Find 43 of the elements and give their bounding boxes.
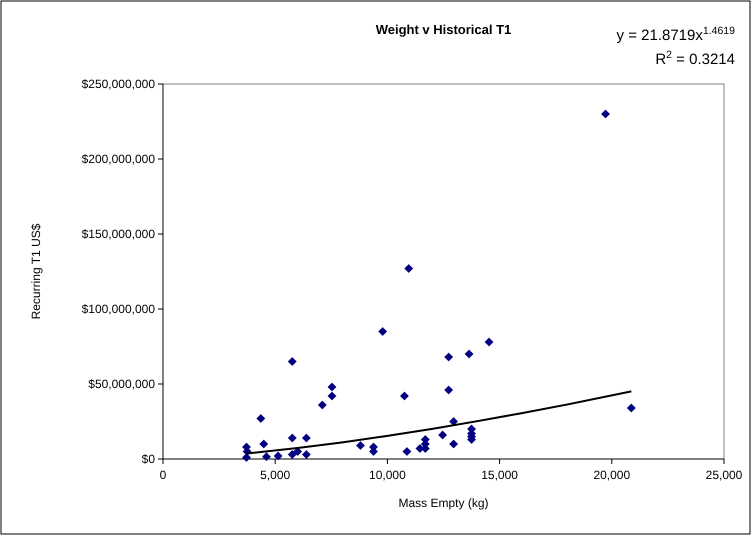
point	[274, 452, 283, 460]
point	[318, 400, 327, 410]
y-tick-label: $50,000,000	[88, 377, 156, 391]
text: R$^{2}$ = 0.3214	[655, 49, 735, 68]
y-tick-label: $100,000,000	[82, 302, 156, 316]
point	[288, 434, 297, 442]
point	[626, 404, 636, 412]
point	[438, 430, 448, 440]
point	[328, 392, 336, 400]
point	[378, 327, 388, 336]
point	[328, 382, 336, 392]
x-tick-label: 0	[160, 468, 167, 482]
point	[256, 414, 266, 423]
point	[404, 264, 414, 273]
point	[400, 392, 409, 400]
point	[302, 450, 311, 459]
point	[259, 440, 268, 448]
y-axis-title: Recurring T1 US$	[29, 223, 43, 320]
point	[288, 357, 297, 366]
y-tick-label: $150,000,000	[82, 227, 156, 241]
x-tick-label: 15,000	[481, 468, 518, 482]
y-tick-label: $200,000,000	[82, 152, 156, 166]
x-axis-title: Mass Empty (kg)	[398, 496, 489, 510]
y-tick-label: $250,000,000	[82, 77, 156, 91]
point	[242, 453, 251, 462]
point	[288, 450, 297, 459]
point	[601, 110, 610, 118]
x-tick-label: 20,000	[593, 468, 630, 482]
x-tick-label: 10,000	[369, 468, 406, 482]
x-tick-label: 25,000	[706, 468, 743, 482]
point	[356, 441, 365, 450]
chart-title: Weight v Historical T1	[376, 22, 512, 37]
point	[262, 452, 271, 462]
point	[464, 350, 474, 358]
point	[484, 338, 494, 346]
point	[444, 386, 454, 394]
text: y = 21.8719x$^{1.4619}$	[616, 25, 736, 44]
x-tick-label: 5,000	[260, 468, 291, 482]
point	[444, 352, 454, 362]
point	[449, 440, 458, 448]
y-tick-label: $0	[142, 452, 156, 466]
point	[302, 434, 311, 442]
point	[402, 447, 412, 456]
